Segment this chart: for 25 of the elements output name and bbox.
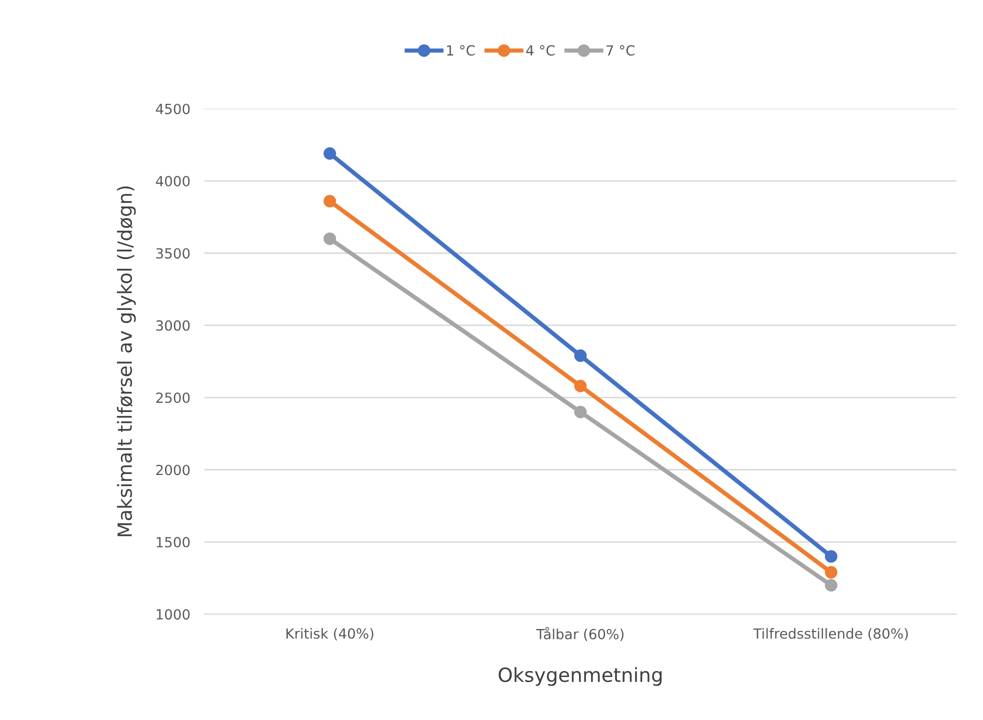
x-axis-title: Oksygenmetning xyxy=(498,667,662,686)
y-tick-label: 4000 xyxy=(156,176,190,186)
legend-label: 4 °C xyxy=(526,45,555,56)
y-tick-label: 4500 xyxy=(156,104,190,114)
point xyxy=(324,147,336,160)
y-tick-label: 3000 xyxy=(156,320,190,331)
point xyxy=(824,579,838,592)
point xyxy=(574,406,587,418)
y-axis-title: Maksimalt tilførsel av glykol (l/døgn) xyxy=(116,186,136,536)
y-tick-label: 3500 xyxy=(156,248,190,259)
point xyxy=(824,566,838,579)
point xyxy=(324,232,336,245)
y-tick-label: 2500 xyxy=(156,392,190,404)
y-tick-label: 2000 xyxy=(156,464,190,476)
legend-label: 7 °C xyxy=(606,45,635,56)
point xyxy=(574,349,587,362)
x-tick-label: Tilfredsstillende (80%) xyxy=(753,628,908,640)
y-tick-label: 1500 xyxy=(156,536,190,548)
point xyxy=(574,380,587,392)
point xyxy=(324,194,336,208)
y-tick-label: 1000 xyxy=(156,609,190,620)
x-tick-label: Tålbar (60%) xyxy=(536,626,624,642)
legend-label: 1 °C xyxy=(447,45,475,56)
point xyxy=(824,550,838,563)
x-tick-label: Kritisk (40%) xyxy=(286,628,374,640)
